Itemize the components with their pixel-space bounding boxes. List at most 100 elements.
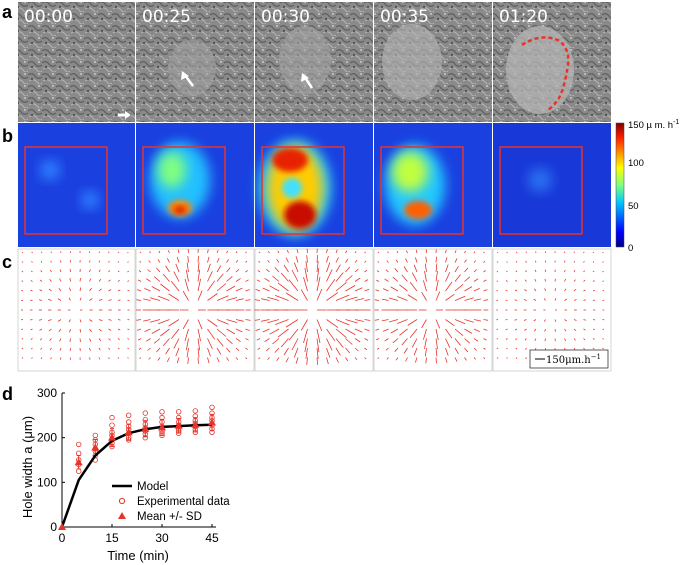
colorbar-tick-100: 100 xyxy=(628,158,644,169)
vector-arrow xyxy=(184,278,189,292)
vector-arrow xyxy=(89,260,91,263)
vector-arrow xyxy=(57,319,62,322)
vector-arrow xyxy=(30,319,33,321)
x-tick-label: 15 xyxy=(105,531,119,545)
vector-arrow xyxy=(117,270,120,273)
vector-arrow xyxy=(21,261,24,263)
vector-arrow xyxy=(445,249,447,254)
vector-arrow xyxy=(262,287,270,292)
experimental-point xyxy=(142,410,148,416)
chart-hole-width: 0 15 30 45 0 100 200 300 Time (min) Hole width … xyxy=(20,386,230,563)
vector-arrow xyxy=(464,259,467,263)
vector-arrow xyxy=(305,347,308,359)
vector-arrow xyxy=(435,347,438,357)
vector-arrow xyxy=(506,261,508,263)
vector-arrow xyxy=(207,328,216,340)
vector-arrow xyxy=(216,265,222,273)
scale-bar-label: 150μm.h xyxy=(546,355,591,366)
roi-box xyxy=(380,146,464,235)
vector-arrow xyxy=(31,357,33,359)
vector-arrow xyxy=(89,347,91,351)
vector-arrow xyxy=(38,319,43,321)
frame-a-5: 01:20 xyxy=(493,2,611,122)
vector-arrow xyxy=(160,283,170,292)
vector-arrow xyxy=(592,347,595,350)
vector-arrow xyxy=(345,347,351,354)
vector-arrow xyxy=(216,328,227,337)
vector-arrow xyxy=(473,269,477,273)
vector-arrow xyxy=(573,338,576,341)
y-tick-label: 200 xyxy=(37,431,57,445)
vector-arrow xyxy=(197,338,201,351)
vector-arrow xyxy=(274,347,280,353)
legend-label-mean: Mean +/- SD xyxy=(137,511,202,523)
vector-arrow xyxy=(30,347,33,350)
vector-arrow xyxy=(267,357,270,360)
vector-arrow xyxy=(464,357,467,361)
vector-arrow xyxy=(89,319,93,322)
vector-arrow xyxy=(473,328,480,332)
panel-label-a: a xyxy=(2,2,13,22)
vector-arrow xyxy=(564,269,566,273)
vector-arrow xyxy=(162,273,170,282)
vector-arrow xyxy=(207,338,213,349)
vector-arrow xyxy=(424,347,427,357)
vector-arrow xyxy=(415,257,418,263)
mean-point xyxy=(158,423,166,431)
vector-arrow xyxy=(304,338,308,353)
vector-arrow xyxy=(405,357,408,362)
vector-arrow xyxy=(127,290,130,292)
vector-arrow xyxy=(235,269,240,273)
vector-arrow xyxy=(139,251,142,254)
vector-arrow xyxy=(554,288,556,292)
vector-arrow xyxy=(345,266,351,273)
vector-arrow xyxy=(335,357,339,363)
vector-arrow xyxy=(176,357,180,364)
vector-arrow xyxy=(267,296,280,301)
vector-arrow xyxy=(157,319,170,325)
vector-arrow xyxy=(335,347,341,356)
vector-arrow xyxy=(182,319,189,330)
legend-label-model: Model xyxy=(137,481,168,493)
experimental-point xyxy=(109,422,115,428)
vector-arrow xyxy=(108,328,112,331)
vector-arrow xyxy=(58,287,62,292)
vector-arrow xyxy=(108,338,111,341)
vector-arrow xyxy=(364,299,371,301)
vector-arrow xyxy=(394,347,399,352)
experimental-point xyxy=(175,409,182,415)
mean-point xyxy=(191,420,200,428)
vector-arrow xyxy=(58,328,62,333)
vector-arrow xyxy=(543,319,546,322)
vector-arrow xyxy=(89,338,92,342)
vector-arrow xyxy=(108,279,111,282)
vector-arrow xyxy=(534,338,537,341)
vector-arrow xyxy=(483,328,488,331)
row-a-brightfield: 00:00 00:25 00:30 00:35 xyxy=(18,2,611,122)
vector-arrow xyxy=(345,296,358,301)
vector-arrow xyxy=(108,260,110,263)
vector-arrow xyxy=(525,357,527,360)
vector-arrow xyxy=(291,269,299,282)
vector-arrow xyxy=(445,281,453,292)
vector-arrow xyxy=(483,270,486,273)
vector-arrow xyxy=(226,285,236,292)
vector-arrow xyxy=(38,299,43,301)
scale-bar-box: 150μm.h−1 xyxy=(529,349,609,369)
panel-label-d: d xyxy=(2,384,13,404)
vector-arrow xyxy=(235,287,243,292)
vector-arrow xyxy=(136,289,142,292)
vector-arrow xyxy=(415,249,418,254)
vector-arrow xyxy=(136,299,142,301)
vector-arrow xyxy=(21,290,24,292)
vector-arrow xyxy=(388,319,399,323)
vector-arrow xyxy=(326,338,333,351)
vector-arrow xyxy=(245,251,247,254)
vector-arrow xyxy=(376,347,380,350)
vector-arrow xyxy=(157,259,161,263)
vector-arrow xyxy=(207,319,218,327)
vector-arrow xyxy=(266,347,270,352)
colorbar-tick-50: 50 xyxy=(628,201,639,212)
vector-arrow xyxy=(272,275,280,282)
vector-arrow xyxy=(207,271,213,282)
